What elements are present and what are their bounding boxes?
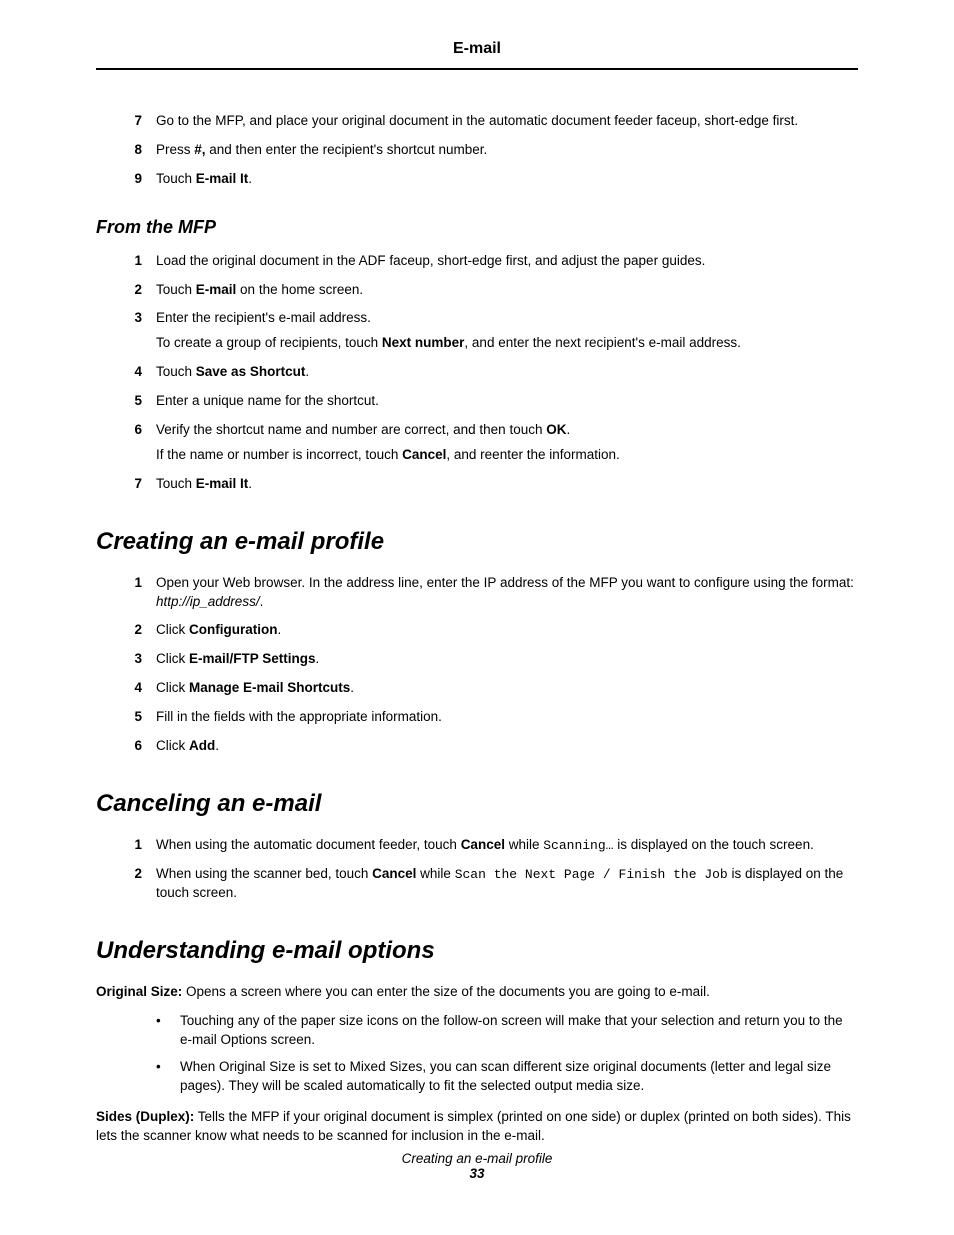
- step-number: 4: [108, 679, 156, 698]
- profile-steps: 1Open your Web browser. In the address l…: [96, 574, 858, 756]
- step-subtext: If the name or number is incorrect, touc…: [156, 446, 858, 465]
- step-body: Touch E-mail It.: [156, 170, 858, 189]
- options-sides-duplex: Sides (Duplex): Tells the MFP if your or…: [96, 1108, 858, 1146]
- list-item: 3Click E-mail/FTP Settings.: [96, 650, 858, 669]
- step-number: 7: [108, 475, 156, 494]
- step-number: 6: [108, 737, 156, 756]
- list-item: 2Click Configuration.: [96, 621, 858, 640]
- list-item: 3Enter the recipient's e-mail address.To…: [96, 309, 858, 353]
- list-item: 2Touch E-mail on the home screen.: [96, 281, 858, 300]
- continued-steps: 7Go to the MFP, and place your original …: [96, 112, 858, 189]
- step-number: 1: [108, 252, 156, 271]
- step-number: 6: [108, 421, 156, 465]
- from-mfp-steps: 1Load the original document in the ADF f…: [96, 252, 858, 494]
- bullet-item: •Touching any of the paper size icons on…: [156, 1012, 858, 1050]
- page-header: E-mail: [96, 40, 858, 70]
- list-item: 8Press #, and then enter the recipient's…: [96, 141, 858, 160]
- step-body: When using the automatic document feeder…: [156, 836, 858, 855]
- footer-title: Creating an e-mail profile: [0, 1151, 954, 1166]
- heading-options: Understanding e-mail options: [96, 937, 858, 965]
- list-item: 1Load the original document in the ADF f…: [96, 252, 858, 271]
- list-item: 6Click Add.: [96, 737, 858, 756]
- step-body: Click Add.: [156, 737, 858, 756]
- bullet-body: Touching any of the paper size icons on …: [180, 1012, 858, 1050]
- step-number: 8: [108, 141, 156, 160]
- list-item: 5Fill in the fields with the appropriate…: [96, 708, 858, 727]
- step-body: Touch E-mail on the home screen.: [156, 281, 858, 300]
- step-body: Go to the MFP, and place your original d…: [156, 112, 858, 131]
- bullet-dot-icon: •: [156, 1058, 180, 1096]
- step-number: 3: [108, 650, 156, 669]
- list-item: 4Touch Save as Shortcut.: [96, 363, 858, 382]
- step-number: 1: [108, 574, 156, 612]
- step-number: 7: [108, 112, 156, 131]
- step-body: When using the scanner bed, touch Cancel…: [156, 865, 858, 903]
- step-number: 2: [108, 865, 156, 903]
- options-original-size: Original Size: Opens a screen where you …: [96, 983, 858, 1002]
- step-number: 2: [108, 621, 156, 640]
- step-body: Press #, and then enter the recipient's …: [156, 141, 858, 160]
- step-body: Click E-mail/FTP Settings.: [156, 650, 858, 669]
- list-item: 7Touch E-mail It.: [96, 475, 858, 494]
- step-body: Enter the recipient's e-mail address.To …: [156, 309, 858, 353]
- list-item: 9Touch E-mail It.: [96, 170, 858, 189]
- step-subtext: To create a group of recipients, touch N…: [156, 334, 858, 353]
- step-number: 5: [108, 708, 156, 727]
- step-body: Load the original document in the ADF fa…: [156, 252, 858, 271]
- bullet-body: When Original Size is set to Mixed Sizes…: [180, 1058, 858, 1096]
- step-body: Fill in the fields with the appropriate …: [156, 708, 858, 727]
- list-item: 7Go to the MFP, and place your original …: [96, 112, 858, 131]
- step-number: 4: [108, 363, 156, 382]
- page-footer: Creating an e-mail profile 33: [0, 1151, 954, 1181]
- list-item: 5Enter a unique name for the shortcut.: [96, 392, 858, 411]
- list-item: 4Click Manage E-mail Shortcuts.: [96, 679, 858, 698]
- step-number: 3: [108, 309, 156, 353]
- heading-from-mfp: From the MFP: [96, 217, 858, 238]
- footer-page-number: 33: [0, 1166, 954, 1181]
- step-body: Touch Save as Shortcut.: [156, 363, 858, 382]
- step-number: 9: [108, 170, 156, 189]
- cancel-steps: 1When using the automatic document feede…: [96, 836, 858, 903]
- step-body: Verify the shortcut name and number are …: [156, 421, 858, 465]
- step-body: Click Configuration.: [156, 621, 858, 640]
- heading-canceling: Canceling an e-mail: [96, 790, 858, 818]
- options-bullets: •Touching any of the paper size icons on…: [156, 1012, 858, 1096]
- step-body: Open your Web browser. In the address li…: [156, 574, 858, 612]
- step-number: 2: [108, 281, 156, 300]
- heading-creating-profile: Creating an e-mail profile: [96, 528, 858, 556]
- step-number: 1: [108, 836, 156, 855]
- step-number: 5: [108, 392, 156, 411]
- bullet-dot-icon: •: [156, 1012, 180, 1050]
- list-item: 2When using the scanner bed, touch Cance…: [96, 865, 858, 903]
- list-item: 1Open your Web browser. In the address l…: [96, 574, 858, 612]
- step-body: Click Manage E-mail Shortcuts.: [156, 679, 858, 698]
- step-body: Touch E-mail It.: [156, 475, 858, 494]
- bullet-item: •When Original Size is set to Mixed Size…: [156, 1058, 858, 1096]
- list-item: 1When using the automatic document feede…: [96, 836, 858, 855]
- step-body: Enter a unique name for the shortcut.: [156, 392, 858, 411]
- list-item: 6Verify the shortcut name and number are…: [96, 421, 858, 465]
